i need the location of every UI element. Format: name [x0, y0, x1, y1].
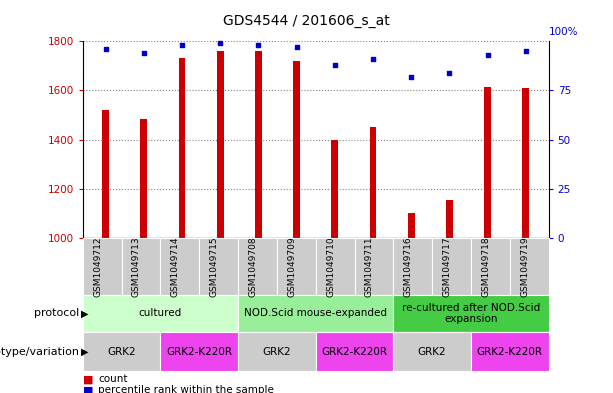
Point: [406, 73, 416, 80]
Text: GRK2: GRK2: [262, 347, 291, 357]
Point: [292, 44, 302, 50]
Text: ■: ■: [83, 385, 93, 393]
Point: [444, 70, 454, 76]
Text: GSM1049718: GSM1049718: [481, 236, 490, 297]
Text: 100%: 100%: [549, 28, 578, 37]
Text: GSM1049715: GSM1049715: [210, 236, 219, 297]
Point: [521, 48, 531, 54]
Text: GSM1049716: GSM1049716: [404, 236, 413, 297]
Bar: [370, 127, 376, 238]
Point: [215, 40, 225, 46]
Point: [368, 56, 378, 62]
Text: GRK2-K220R: GRK2-K220R: [477, 347, 543, 357]
Text: NOD.Scid mouse-expanded: NOD.Scid mouse-expanded: [244, 309, 387, 318]
Point: [177, 42, 187, 48]
Text: GSM1049719: GSM1049719: [520, 236, 529, 297]
Text: GRK2: GRK2: [418, 347, 446, 357]
Text: GSM1049710: GSM1049710: [326, 236, 335, 297]
Point: [254, 42, 264, 48]
Bar: [102, 110, 109, 238]
Text: genotype/variation: genotype/variation: [0, 347, 80, 357]
Text: GSM1049709: GSM1049709: [287, 236, 296, 297]
Text: percentile rank within the sample: percentile rank within the sample: [98, 385, 274, 393]
Point: [101, 46, 110, 52]
Text: GSM1049708: GSM1049708: [248, 236, 257, 297]
Text: count: count: [98, 374, 128, 384]
Bar: [446, 200, 453, 238]
Text: GSM1049714: GSM1049714: [171, 236, 180, 296]
Text: GSM1049711: GSM1049711: [365, 236, 374, 297]
Text: cultured: cultured: [139, 309, 182, 318]
Text: GSM1049712: GSM1049712: [93, 236, 102, 296]
Text: GRK2-K220R: GRK2-K220R: [166, 347, 232, 357]
Text: protocol: protocol: [34, 309, 80, 318]
Bar: [522, 88, 529, 238]
Text: re-cultured after NOD.Scid
expansion: re-cultured after NOD.Scid expansion: [402, 303, 540, 324]
Bar: [217, 51, 224, 238]
Bar: [408, 213, 414, 238]
Bar: [484, 87, 491, 238]
Text: GSM1049713: GSM1049713: [132, 236, 141, 297]
Text: ■: ■: [83, 374, 93, 384]
Point: [482, 52, 492, 58]
Bar: [178, 59, 186, 238]
Bar: [255, 51, 262, 238]
Text: GDS4544 / 201606_s_at: GDS4544 / 201606_s_at: [223, 14, 390, 28]
Bar: [293, 61, 300, 238]
Bar: [140, 119, 147, 238]
Text: ▶: ▶: [81, 347, 88, 357]
Point: [330, 62, 340, 68]
Bar: [332, 140, 338, 238]
Point: [139, 50, 149, 56]
Text: GRK2-K220R: GRK2-K220R: [321, 347, 387, 357]
Text: GSM1049717: GSM1049717: [443, 236, 452, 297]
Text: ▶: ▶: [81, 309, 88, 318]
Text: GRK2: GRK2: [107, 347, 136, 357]
